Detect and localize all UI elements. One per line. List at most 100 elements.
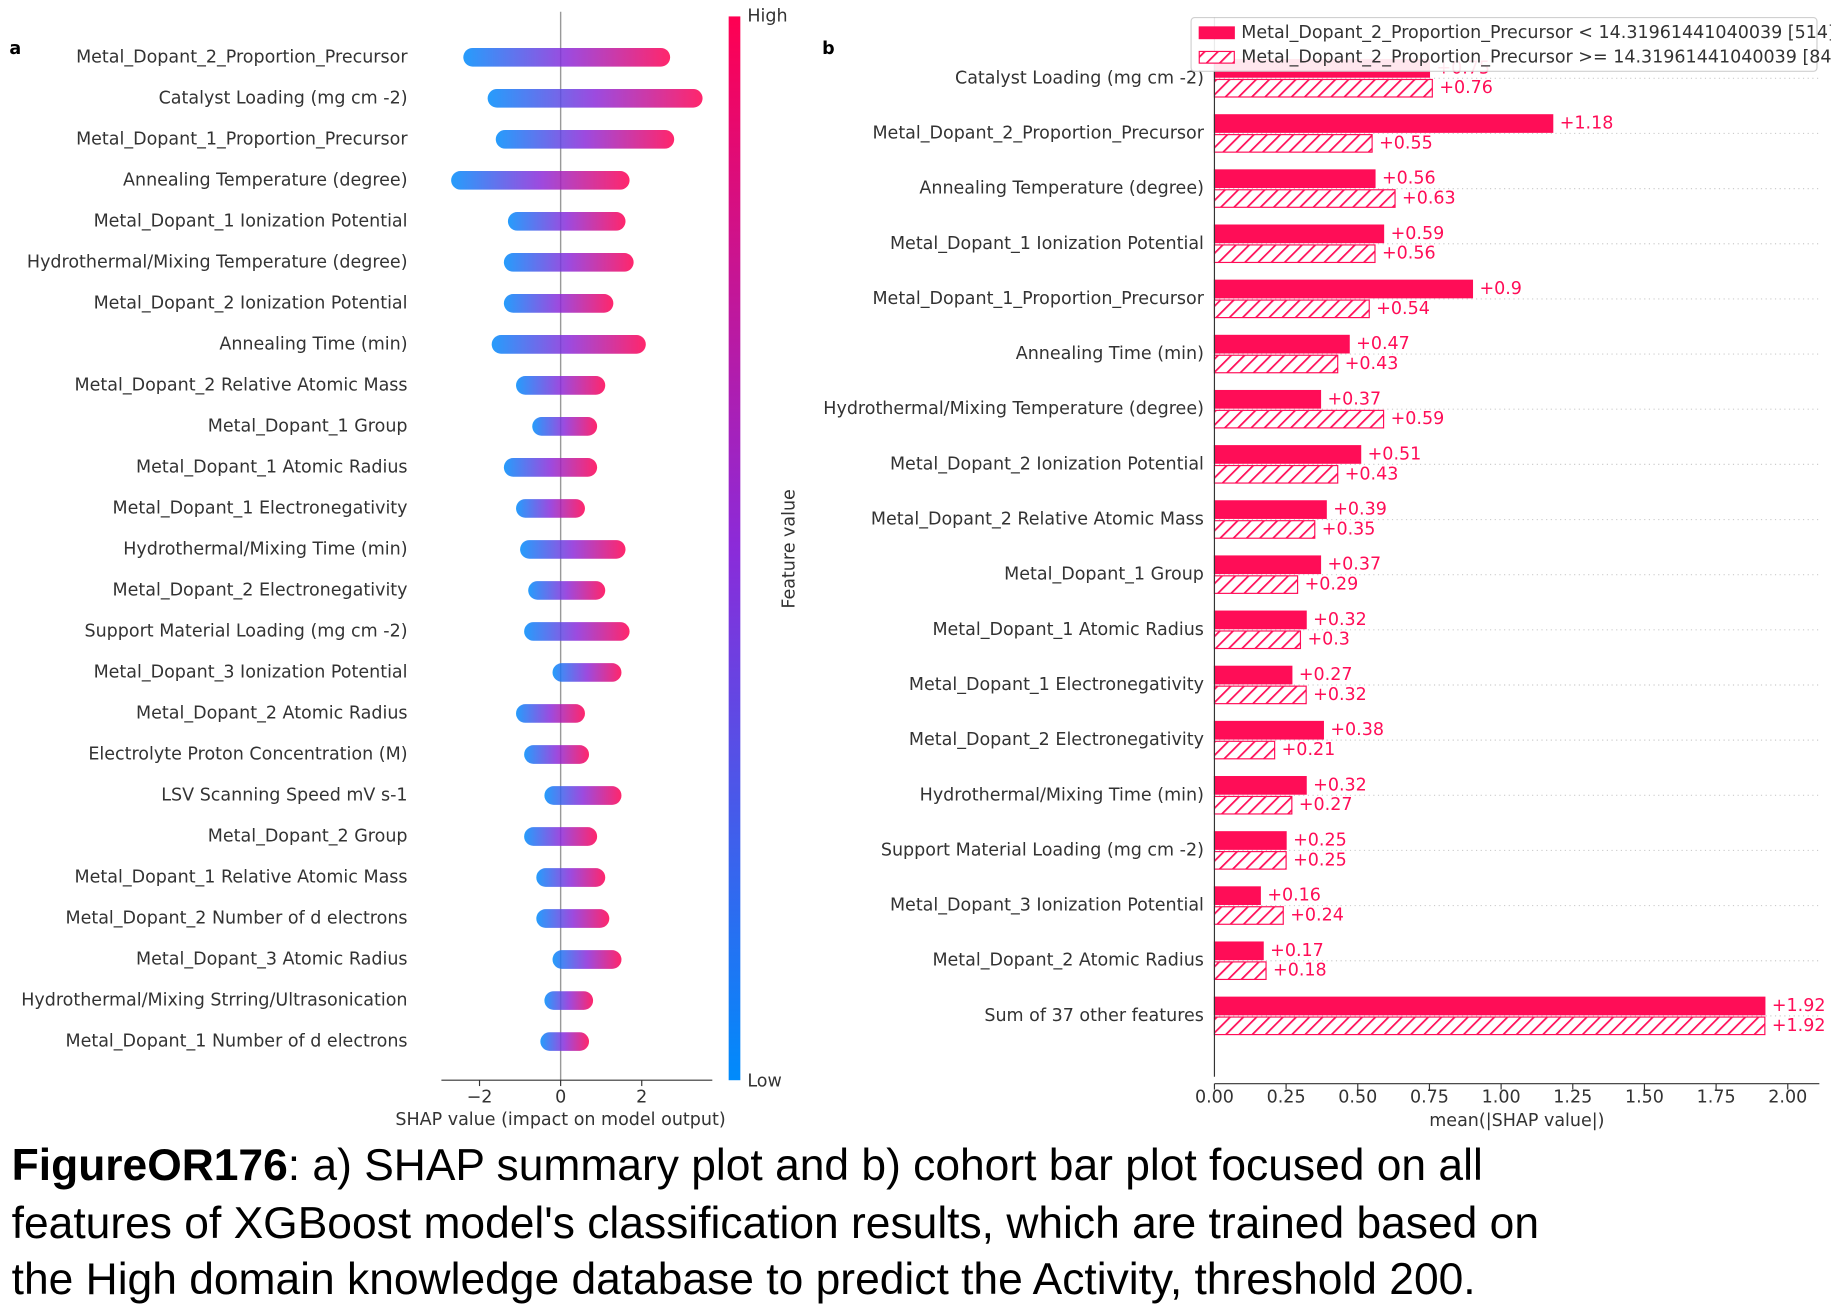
value-label: +0.37	[1328, 555, 1382, 575]
y-tick-label: Metal_Dopant_1 Atomic Radius	[932, 620, 1203, 640]
colorbar	[728, 16, 741, 1081]
x-tick-label: 1.00	[1482, 1088, 1521, 1108]
bar	[1213, 740, 1276, 760]
y-tick-label: Hydrothermal/Mixing Temperature (degree)	[27, 252, 408, 272]
swarm-band	[463, 47, 671, 67]
swarm-band	[451, 170, 630, 190]
value-label: +0.39	[1333, 500, 1387, 520]
bar	[1213, 795, 1293, 815]
value-label: +0.47	[1356, 334, 1410, 354]
y-tick-label: Metal_Dopant_2 Electronegativity	[113, 580, 408, 600]
value-label: +0.18	[1273, 961, 1327, 981]
value-label: +1.92	[1772, 996, 1826, 1016]
x-tick-label: 2.00	[1768, 1088, 1807, 1108]
swarm-band	[491, 335, 646, 354]
y-tick-label: Metal_Dopant_1 Ionization Potential	[94, 211, 408, 231]
x-axis-label: SHAP value (impact on model output)	[395, 1110, 725, 1130]
caption-line: the High domain knowledge database to pr…	[12, 1255, 1476, 1304]
bar	[1213, 555, 1322, 575]
value-label: +0.51	[1368, 444, 1422, 464]
legend-label: Metal_Dopant_2_Proportion_Precursor < 14…	[1241, 23, 1831, 43]
bar	[1213, 941, 1264, 961]
bar	[1213, 886, 1261, 906]
swarm-band	[503, 458, 598, 477]
swarm-band	[520, 540, 626, 559]
legend-swatch	[1198, 26, 1235, 40]
y-tick-label: Metal_Dopant_2_Proportion_Precursor	[872, 123, 1204, 143]
swarm-band	[503, 294, 614, 313]
value-label: +0.27	[1299, 795, 1353, 815]
colorbar-high: High	[747, 6, 787, 26]
legend-label: Metal_Dopant_2_Proportion_Precursor >= 1…	[1241, 47, 1831, 67]
y-tick-label: LSV Scanning Speed mV s-1	[161, 785, 407, 805]
bar	[1213, 464, 1339, 484]
y-tick-label: Metal_Dopant_2 Group	[208, 826, 408, 846]
swarm-band	[552, 663, 622, 682]
y-tick-label: Metal_Dopant_2 Relative Atomic Mass	[871, 510, 1204, 530]
colorbar-label: Feature value	[779, 489, 799, 609]
swarm-band	[524, 827, 598, 846]
y-tick-label: Metal_Dopant_1 Atomic Radius	[136, 457, 407, 477]
bar	[1213, 409, 1385, 429]
bar	[1213, 831, 1287, 850]
value-label: +0.21	[1282, 740, 1336, 760]
value-label: +0.38	[1330, 720, 1384, 740]
caption-line: features of XGBoost model's classificati…	[12, 1199, 1539, 1248]
value-label: +0.3	[1307, 630, 1350, 650]
value-label: +0.29	[1305, 575, 1359, 595]
y-tick-label: Support Material Loading (mg cm -2)	[84, 621, 407, 641]
swarm-band	[516, 376, 606, 395]
value-label: +0.43	[1345, 354, 1399, 374]
bar	[1213, 575, 1299, 594]
value-label: +0.25	[1293, 831, 1347, 851]
y-tick-label: Hydrothermal/Mixing Strring/Ultrasonicat…	[21, 991, 407, 1011]
y-tick-label: Metal_Dopant_3 Ionization Potential	[890, 896, 1204, 916]
y-tick-label: Hydrothermal/Mixing Time (min)	[920, 785, 1204, 805]
swarm-band	[516, 704, 585, 723]
x-tick-label: 2	[636, 1088, 647, 1108]
swarm-band	[503, 253, 634, 272]
x-tick-label: 0.00	[1195, 1088, 1234, 1108]
bar	[1213, 134, 1373, 153]
y-tick-label: Annealing Temperature (degree)	[919, 179, 1204, 199]
value-label: +0.56	[1382, 169, 1436, 189]
bar	[1213, 610, 1307, 630]
y-tick-label: Metal_Dopant_3 Atomic Radius	[136, 950, 407, 970]
x-tick-label: −2	[467, 1088, 493, 1108]
swarm-band	[524, 745, 590, 764]
y-tick-label: Hydrothermal/Mixing Temperature (degree)	[823, 399, 1204, 419]
value-label: +0.27	[1299, 665, 1353, 685]
swarm-band	[507, 211, 626, 231]
swarm-band	[540, 1032, 590, 1051]
value-label: +1.18	[1560, 114, 1614, 134]
value-label: +0.54	[1376, 299, 1430, 319]
y-tick-label: Metal_Dopant_2_Proportion_Precursor	[76, 47, 408, 67]
bar	[1213, 224, 1385, 244]
y-tick-label: Electrolyte Proton Concentration (M)	[88, 744, 407, 764]
y-tick-label: Annealing Temperature (degree)	[123, 170, 408, 190]
bar	[1213, 244, 1376, 264]
bar	[1213, 189, 1396, 208]
swarm-band	[544, 991, 594, 1010]
bar	[1213, 685, 1307, 705]
swarm-band	[544, 786, 622, 805]
bar	[1213, 1016, 1766, 1036]
panel-label: a	[9, 39, 21, 59]
value-label: +0.32	[1313, 610, 1367, 630]
x-tick-label: 0.75	[1410, 1088, 1449, 1108]
y-tick-label: Metal_Dopant_2 Ionization Potential	[94, 293, 408, 313]
y-tick-label: Metal_Dopant_2 Atomic Radius	[932, 951, 1203, 971]
y-tick-label: Metal_Dopant_1_Proportion_Precursor	[76, 129, 408, 149]
bar	[1213, 500, 1327, 519]
y-tick-label: Metal_Dopant_3 Ionization Potential	[94, 662, 408, 682]
y-tick-label: Metal_Dopant_2 Atomic Radius	[136, 703, 407, 723]
value-label: +0.63	[1402, 189, 1456, 209]
y-tick-label: Support Material Loading (mg cm -2)	[881, 840, 1204, 860]
y-tick-label: Metal_Dopant_1 Ionization Potential	[890, 234, 1204, 254]
value-label: +0.17	[1270, 941, 1324, 961]
value-label: +0.9	[1479, 279, 1522, 299]
bar	[1213, 665, 1293, 685]
y-tick-label: Metal_Dopant_1 Electronegativity	[113, 498, 408, 518]
bar	[1213, 996, 1766, 1016]
